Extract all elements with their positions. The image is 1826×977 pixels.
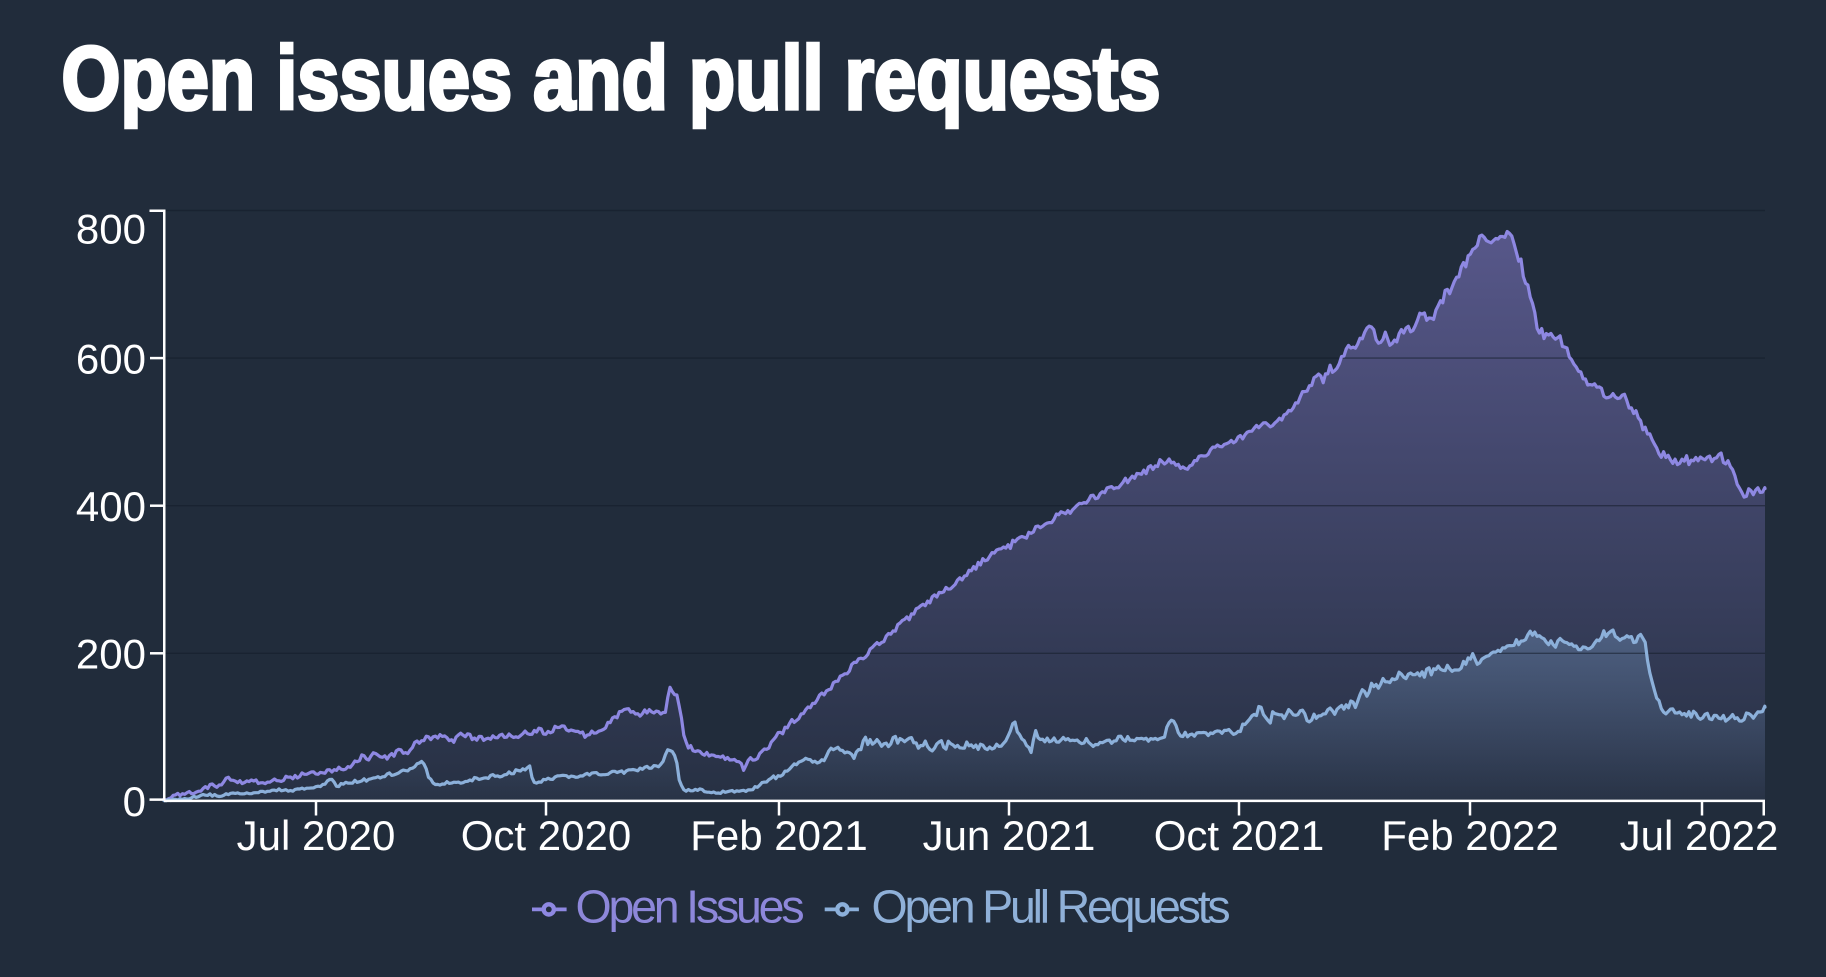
svg-text:Oct 2021: Oct 2021 (1154, 812, 1324, 859)
svg-text:600: 600 (76, 336, 146, 383)
svg-text:Open Issues: Open Issues (576, 880, 804, 932)
svg-text:Jul 2022: Jul 2022 (1620, 812, 1779, 859)
svg-text:Feb 2021: Feb 2021 (690, 812, 867, 859)
svg-text:Open Pull Requests: Open Pull Requests (872, 880, 1230, 932)
svg-text:0: 0 (123, 778, 146, 825)
svg-text:800: 800 (76, 206, 146, 253)
svg-text:Jul 2020: Jul 2020 (237, 812, 396, 859)
svg-text:Oct 2020: Oct 2020 (461, 812, 631, 859)
svg-text:Open issues and pull requests: Open issues and pull requests (62, 28, 1161, 129)
svg-text:Jun 2021: Jun 2021 (923, 812, 1096, 859)
svg-text:200: 200 (76, 631, 146, 678)
svg-text:Feb 2022: Feb 2022 (1381, 812, 1558, 859)
svg-text:400: 400 (76, 483, 146, 530)
